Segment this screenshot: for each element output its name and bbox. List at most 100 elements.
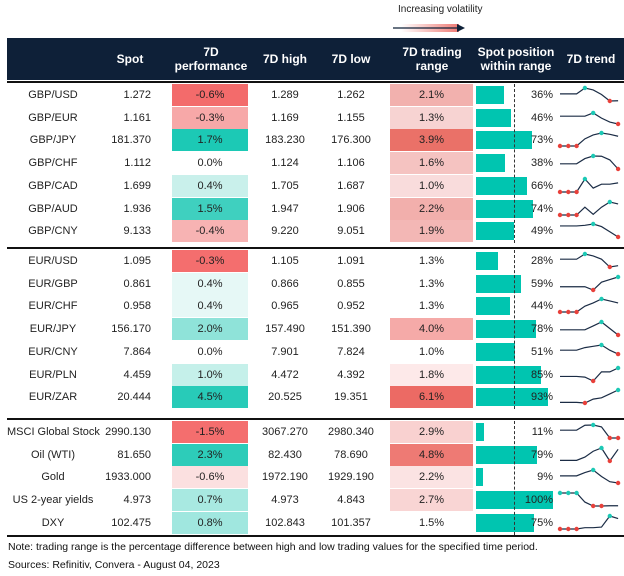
position-percent: 44% — [530, 300, 553, 313]
min-marker — [557, 310, 563, 315]
position-percent: 75% — [530, 516, 553, 529]
table-header: Spot 7D performance 7D high 7D low 7D tr… — [7, 38, 624, 80]
min-marker — [582, 400, 588, 406]
trading-range-cell: 1.5% — [390, 511, 473, 534]
trading-range-cell: 1.8% — [390, 363, 473, 386]
trend-sparkline — [556, 444, 624, 466]
performance-cell: 2.3% — [172, 443, 248, 466]
group-separator — [7, 81, 624, 83]
performance-cell: 2.0% — [172, 318, 248, 341]
instrument-label: EUR/GBP — [28, 277, 78, 290]
position-bar — [476, 365, 542, 384]
low-value: 9.051 — [337, 225, 365, 238]
max-marker — [599, 445, 604, 450]
group-separator — [7, 247, 624, 249]
min-marker — [615, 121, 621, 126]
spot-value: 1933.000 — [105, 471, 151, 484]
position-percent: 38% — [530, 157, 553, 170]
sources: Sources: Refinitiv, Convera - August 04,… — [8, 559, 220, 571]
min-marker — [591, 503, 596, 509]
max-marker — [582, 85, 588, 91]
trading-range-cell: 4.0% — [390, 318, 473, 341]
instrument-label: EUR/ZAR — [28, 391, 78, 404]
min-marker — [574, 189, 579, 194]
position-percent: 73% — [530, 134, 553, 147]
table-row: GBP/JPY 181.370 1.7% 183.230 176.300 3.9% 73% — [7, 129, 624, 152]
trend-line — [560, 424, 619, 439]
volatility-arrow-icon — [393, 24, 465, 32]
min-marker — [615, 166, 621, 172]
high-value: 0.866 — [271, 277, 299, 290]
trend-sparkline — [556, 198, 624, 220]
instrument-label: GBP/JPY — [29, 134, 77, 147]
low-value: 1.091 — [337, 255, 365, 267]
position-bar — [476, 222, 514, 241]
trend-sparkline — [556, 175, 624, 197]
low-value: 1.906 — [337, 202, 365, 215]
instrument-label: GBP/CAD — [28, 179, 78, 192]
low-value: 0.952 — [337, 300, 365, 313]
position-bar — [476, 468, 483, 487]
max-marker — [591, 153, 596, 159]
position-bar — [476, 154, 506, 173]
trend-line — [560, 223, 619, 238]
min-marker — [574, 144, 579, 149]
header-high: 7D high — [263, 52, 307, 66]
trend-sparkline — [556, 466, 624, 488]
trend-sparkline — [556, 152, 624, 174]
min-marker — [566, 526, 571, 531]
performance-cell: 4.5% — [172, 386, 248, 409]
max-marker — [607, 513, 612, 518]
trading-range-cell: 2.2% — [390, 466, 473, 489]
position-bar — [476, 320, 537, 339]
trend-sparkline — [556, 129, 624, 151]
position-percent: 46% — [530, 111, 553, 124]
instrument-label: Oil (WTI) — [31, 448, 75, 461]
trend-sparkline — [556, 250, 624, 272]
position-percent: 11% — [531, 426, 553, 438]
min-marker — [574, 212, 579, 217]
max-marker — [582, 176, 588, 181]
position-percent: 51% — [530, 345, 553, 358]
trend-line — [560, 446, 619, 462]
min-marker — [557, 144, 563, 149]
max-marker — [591, 468, 596, 473]
position-percent: 28% — [530, 255, 553, 267]
min-marker — [557, 189, 563, 194]
min-marker — [607, 98, 612, 104]
position-bar — [476, 445, 537, 464]
performance-cell: 0.4% — [172, 272, 248, 295]
spot-value: 102.475 — [111, 516, 151, 529]
trend-sparkline — [556, 421, 624, 443]
table-row: Gold 1933.000 -0.6% 1972.190 1929.190 2.2% 9% — [7, 466, 624, 489]
trading-range-cell: 2.7% — [390, 489, 473, 512]
position-bar — [476, 513, 534, 532]
max-marker — [607, 199, 612, 204]
min-marker — [607, 458, 612, 463]
performance-cell: 0.8% — [172, 511, 248, 534]
table-row: GBP/CNY 9.133 -0.4% 9.220 9.051 1.9% 49% — [7, 220, 624, 243]
min-marker — [615, 332, 621, 338]
max-marker — [591, 422, 596, 428]
min-marker — [591, 378, 596, 383]
instrument-label: EUR/CHF — [28, 300, 78, 313]
performance-cell: 1.7% — [172, 129, 248, 152]
min-marker — [566, 212, 571, 217]
position-bar — [476, 297, 510, 316]
min-marker — [599, 503, 604, 509]
min-marker — [615, 234, 621, 240]
performance-cell: -0.3% — [172, 250, 248, 272]
instrument-label: US 2-year yields — [12, 494, 94, 507]
table-row: EUR/CNY 7.864 0.0% 7.901 7.824 1.0% 51% — [7, 340, 624, 363]
table-row: GBP/EUR 1.161 -0.3% 1.169 1.155 1.3% 46% — [7, 106, 624, 129]
low-value: 101.357 — [331, 516, 371, 529]
header-range: 7D trading range — [402, 45, 462, 73]
spot-value: 1.095 — [123, 255, 151, 267]
performance-cell: -0.4% — [172, 220, 248, 243]
max-marker — [615, 274, 621, 279]
max-marker — [599, 342, 604, 347]
low-value: 4.843 — [337, 494, 365, 507]
low-value: 176.300 — [331, 134, 371, 147]
table-row: US 2-year yields 4.973 0.7% 4.973 4.843 2.7% 1… — [7, 489, 624, 512]
trend-sparkline — [556, 220, 624, 242]
